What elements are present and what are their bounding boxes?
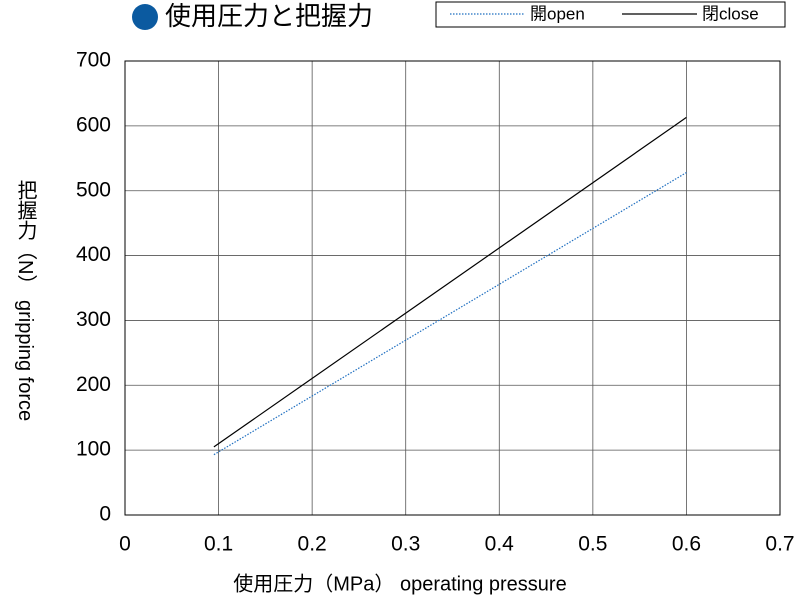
title-bullet [132, 4, 158, 30]
y-tick-label: 500 [76, 178, 111, 201]
legend-label: 閉close [702, 4, 759, 23]
legend-label: 開open [530, 4, 585, 23]
y-tick-label: 0 [99, 503, 111, 526]
x-tick-label: 0.5 [578, 533, 607, 556]
x-tick-label: 0.3 [391, 533, 420, 556]
x-tick-label: 0.6 [672, 533, 701, 556]
x-tick-label: 0 [119, 533, 131, 556]
y-tick-label: 600 [76, 113, 111, 136]
x-tick-label: 0.4 [485, 533, 515, 556]
series-line [213, 172, 687, 456]
y-axis-label: 把握力（N） gripping force [14, 180, 37, 422]
chart-title: 使用圧力と把握力 [165, 1, 373, 31]
y-tick-label: 300 [76, 308, 111, 331]
x-tick-label: 0.1 [204, 533, 233, 556]
y-tick-label: 200 [76, 373, 111, 396]
legend-box [435, 1, 786, 28]
plot-border [124, 60, 781, 516]
series-line [213, 116, 687, 448]
x-tick-label: 0.7 [765, 533, 794, 556]
y-tick-label: 100 [76, 438, 111, 461]
y-tick-label: 400 [76, 243, 111, 266]
x-axis-label: 使用圧力（MPa） operating pressure [233, 572, 566, 595]
y-tick-label: 700 [76, 49, 111, 72]
x-tick-label: 0.2 [298, 533, 327, 556]
